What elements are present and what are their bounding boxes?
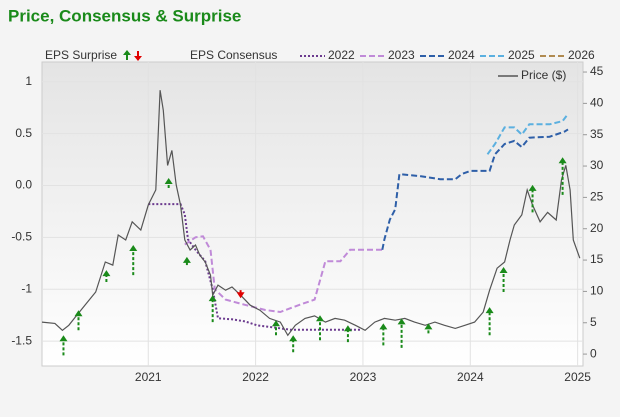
- y-tick-label: 0.0: [15, 178, 32, 192]
- surprise-arrow: [499, 266, 508, 273]
- y-tick-label: -1: [21, 281, 32, 295]
- grid: [42, 62, 587, 366]
- y2-tick-label: 30: [590, 158, 604, 172]
- surprise-arrow: [208, 295, 217, 302]
- series-line: [381, 128, 569, 250]
- surprise-arrow: [236, 292, 245, 299]
- y-tick-label: -1.5: [11, 333, 32, 347]
- legend-label: Price ($): [521, 68, 566, 82]
- surprise-arrow: [397, 318, 406, 325]
- legend-arrow: [134, 56, 142, 61]
- legend-label: 2026: [568, 48, 595, 62]
- x-tick-label: 2025: [564, 370, 591, 384]
- surprise-arrow: [316, 315, 325, 322]
- x-tick-label: 2022: [242, 370, 269, 384]
- legend-label: 2022: [328, 48, 355, 62]
- x-tick-label: 2024: [457, 370, 484, 384]
- y-tick-label: 1: [25, 74, 32, 88]
- legend-label: 2023: [388, 48, 415, 62]
- surprise-arrow: [424, 323, 433, 330]
- y2-tick-label: 40: [590, 96, 604, 110]
- y2-tick-label: 35: [590, 127, 604, 141]
- x-tick-label: 2023: [350, 370, 377, 384]
- surprise-arrow: [272, 320, 281, 327]
- surprise-arrow: [558, 157, 567, 164]
- chart-title: Price, Consensus & Surprise: [8, 6, 241, 25]
- y2-tick-label: 20: [590, 221, 604, 235]
- plot-area: [41, 61, 584, 367]
- surprise-arrow: [59, 335, 68, 342]
- series-line: [184, 235, 383, 314]
- legend-arrow: [123, 50, 131, 55]
- marks: [41, 90, 581, 356]
- surprise-legend-label: EPS Surprise: [45, 48, 117, 62]
- surprise-arrow: [485, 307, 494, 314]
- surprise-arrow: [528, 184, 537, 191]
- surprise-arrow: [343, 325, 352, 332]
- surprise-arrow: [129, 245, 138, 252]
- legend-label: 2025: [508, 48, 535, 62]
- y2-tick-label: 0: [590, 346, 597, 360]
- surprise-arrow: [74, 310, 83, 317]
- series-line: [486, 113, 569, 155]
- y2-tick-label: 5: [590, 315, 597, 329]
- series-line: [41, 90, 581, 337]
- surprise-arrow: [379, 323, 388, 330]
- surprise-arrow: [182, 256, 191, 263]
- surprise-arrow: [289, 335, 298, 342]
- surprise-arrow: [164, 177, 173, 184]
- y2-tick-label: 25: [590, 190, 604, 204]
- x-tick-label: 2021: [135, 370, 162, 384]
- surprise-arrow: [102, 270, 111, 277]
- consensus-legend-label: EPS Consensus: [190, 48, 277, 62]
- y2-tick-label: 45: [590, 64, 604, 78]
- y-tick-label: -0.5: [11, 230, 32, 244]
- y2-tick-label: 10: [590, 284, 604, 298]
- y-tick-label: 0.5: [15, 126, 32, 140]
- legend-label: 2024: [448, 48, 475, 62]
- y2-tick-label: 15: [590, 252, 604, 266]
